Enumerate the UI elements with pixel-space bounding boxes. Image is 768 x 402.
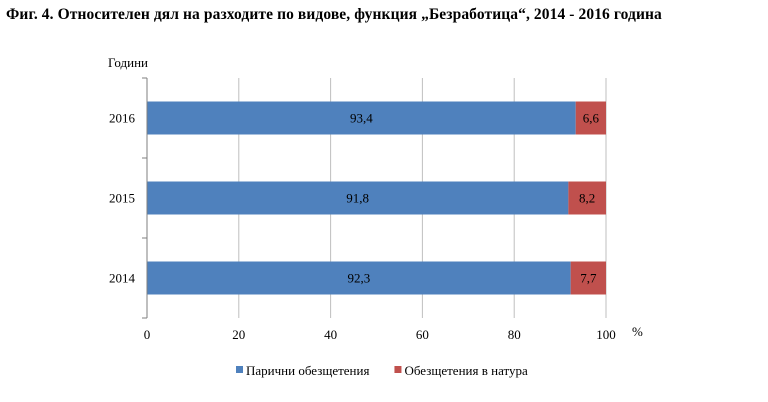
bar-2016-series-1 (575, 101, 606, 135)
legend-swatch-0 (236, 366, 243, 373)
bar-2015-series-1 (568, 181, 606, 215)
y-tick-label: 2015 (109, 191, 135, 206)
axes: 0 20 40 60 80 100 2016 2015 2014 (109, 77, 616, 342)
x-tick-label: 100 (596, 327, 616, 342)
data-label: 91,8 (346, 191, 369, 206)
y-axis-label: Години (108, 55, 148, 70)
bar-2016-series-0 (147, 101, 576, 135)
chart-title: Фиг. 4. Относителен дял на разходите по … (6, 6, 662, 23)
bar-2014-series-1 (570, 261, 606, 295)
x-axis-label: % (632, 324, 643, 339)
data-label: 7,7 (580, 271, 597, 286)
x-tick-label: 60 (416, 327, 429, 342)
legend-label-0: Парични обезщетения (246, 363, 369, 378)
x-tick-label: 0 (144, 327, 151, 342)
data-label: 8,2 (579, 191, 595, 206)
legend-swatch-1 (394, 366, 402, 373)
legend: Парични обезщетения Обезщетения в натура (236, 363, 528, 378)
x-tick-label: 80 (508, 327, 521, 342)
data-label: 92,3 (347, 271, 370, 286)
data-label: 6,6 (583, 111, 600, 126)
y-tick-label: 2016 (109, 111, 136, 126)
legend-label-1: Обезщетения в натура (404, 363, 528, 378)
x-tick-label: 20 (232, 327, 245, 342)
bar-2014-series-0 (147, 261, 571, 295)
data-label: 93,4 (350, 111, 373, 126)
bars: 93,4 6,6 91,8 8,2 92,3 7,7 (147, 101, 606, 295)
y-tick-label: 2014 (109, 271, 136, 286)
x-tick-label: 40 (324, 327, 337, 342)
bar-2015-series-0 (147, 181, 569, 215)
